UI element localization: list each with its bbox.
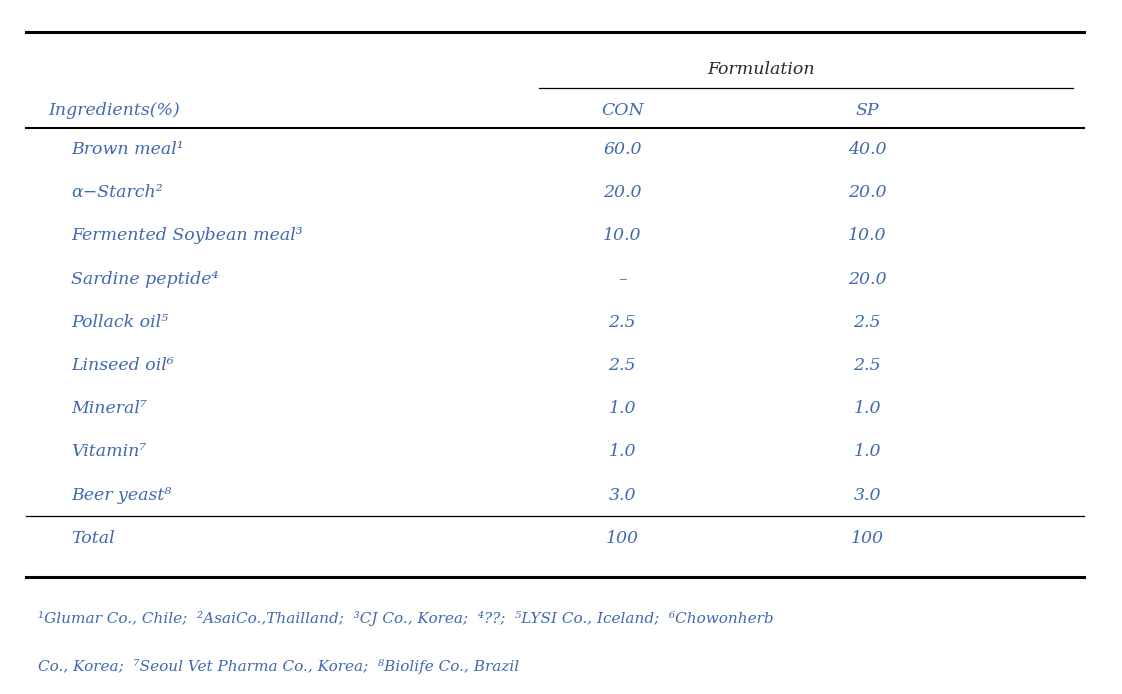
Text: 40.0: 40.0 bbox=[848, 141, 886, 158]
Text: Sardine peptide⁴: Sardine peptide⁴ bbox=[71, 271, 219, 287]
Text: 2.5: 2.5 bbox=[854, 314, 881, 331]
Text: Brown meal¹: Brown meal¹ bbox=[71, 141, 184, 158]
Text: 20.0: 20.0 bbox=[848, 271, 886, 287]
Text: 60.0: 60.0 bbox=[603, 141, 642, 158]
Text: –: – bbox=[618, 271, 626, 287]
Text: Co., Korea;  ⁷Seoul Vet Pharma Co., Korea;  ⁸Biolife Co., Brazil: Co., Korea; ⁷Seoul Vet Pharma Co., Korea… bbox=[37, 659, 518, 674]
Text: Total: Total bbox=[71, 530, 114, 547]
Text: Beer yeast⁸: Beer yeast⁸ bbox=[71, 486, 172, 504]
Text: 100: 100 bbox=[606, 530, 638, 547]
Text: Formulation: Formulation bbox=[708, 61, 816, 78]
Text: SP: SP bbox=[855, 102, 879, 119]
Text: 3.0: 3.0 bbox=[608, 486, 636, 504]
Text: 10.0: 10.0 bbox=[848, 228, 886, 244]
Text: ¹Glumar Co., Chile;  ²AsaiCo.,Thailland;  ³CJ Co., Korea;  ⁴??;  ⁵LYSI Co., Icel: ¹Glumar Co., Chile; ²AsaiCo.,Thailland; … bbox=[37, 611, 773, 626]
Text: 10.0: 10.0 bbox=[603, 228, 642, 244]
Text: 20.0: 20.0 bbox=[848, 184, 886, 201]
Text: 20.0: 20.0 bbox=[603, 184, 642, 201]
Text: 1.0: 1.0 bbox=[854, 400, 881, 417]
Text: Fermented Soybean meal³: Fermented Soybean meal³ bbox=[71, 228, 303, 244]
Text: Ingredients(%): Ingredients(%) bbox=[48, 102, 181, 119]
Text: 2.5: 2.5 bbox=[608, 314, 636, 331]
Text: 100: 100 bbox=[850, 530, 884, 547]
Text: 1.0: 1.0 bbox=[854, 443, 881, 460]
Text: 1.0: 1.0 bbox=[608, 400, 636, 417]
Text: 2.5: 2.5 bbox=[854, 357, 881, 374]
Text: 2.5: 2.5 bbox=[608, 357, 636, 374]
Text: Vitamin⁷: Vitamin⁷ bbox=[71, 443, 146, 460]
Text: Linseed oil⁶: Linseed oil⁶ bbox=[71, 357, 174, 374]
Text: 3.0: 3.0 bbox=[854, 486, 881, 504]
Text: Mineral⁷: Mineral⁷ bbox=[71, 400, 147, 417]
Text: α−Starch²: α−Starch² bbox=[71, 184, 163, 201]
Text: CON: CON bbox=[601, 102, 644, 119]
Text: 1.0: 1.0 bbox=[608, 443, 636, 460]
Text: Pollack oil⁵: Pollack oil⁵ bbox=[71, 314, 168, 331]
